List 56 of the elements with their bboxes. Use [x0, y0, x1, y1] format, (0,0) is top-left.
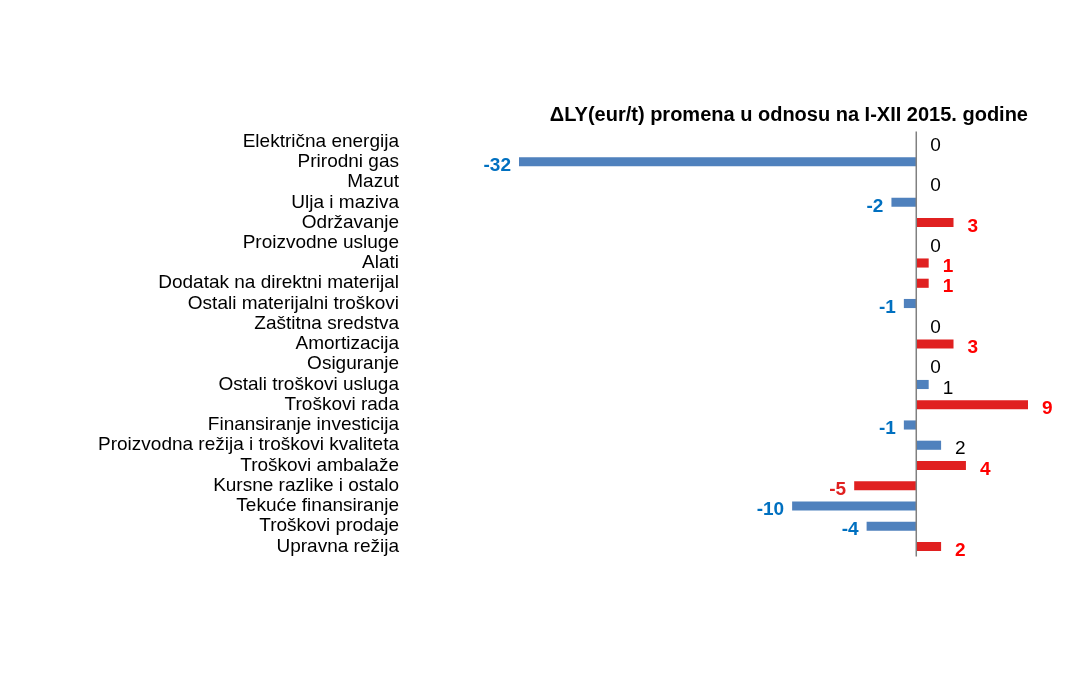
bar [916, 278, 929, 288]
bar [916, 339, 954, 349]
bar [903, 420, 917, 430]
data-label: 9 [1042, 396, 1053, 418]
data-label: 2 [955, 538, 966, 560]
y-tick-label: Kursne razlike i ostalo [213, 473, 399, 495]
bar [854, 481, 917, 491]
y-tick-label: Proizvodne usluge [242, 231, 399, 252]
data-label: -10 [756, 498, 785, 520]
data-label: 1 [942, 376, 954, 398]
data-label: 0 [930, 235, 941, 256]
y-tick-label: Troškovi ambalaže [240, 453, 399, 475]
data-label: 3 [967, 336, 979, 358]
y-tick-label: Osiguranje [307, 352, 399, 374]
bar [891, 197, 917, 207]
bar [519, 157, 917, 167]
y-tick-label: Finansiranje investicija [207, 413, 400, 435]
y-tick-label: Mazut [347, 170, 400, 192]
data-label: 2 [955, 437, 966, 459]
y-tick-label: Dodatak na direktni materijal [158, 271, 399, 293]
bar [916, 460, 966, 471]
y-tick-label: Proizvodna režija i troškovi kvaliteta [98, 433, 400, 455]
data-label: -1 [878, 417, 897, 439]
bar [903, 298, 917, 309]
data-label: -2 [866, 194, 884, 216]
y-tick-label: Tekuće finansiranje [236, 494, 399, 516]
y-tick-label: Električna energija [242, 129, 400, 151]
data-label: 1 [942, 255, 954, 277]
bar [916, 379, 929, 390]
bar [916, 440, 942, 450]
data-label: -32 [483, 154, 511, 176]
y-tick-label: Alati [362, 251, 399, 273]
y-tick-label: Amortizacija [295, 332, 400, 354]
y-tick-label: Ostali troškovi usluga [218, 372, 400, 394]
data-label: 4 [979, 457, 991, 479]
data-label: -5 [829, 477, 847, 499]
data-label: 0 [930, 315, 941, 337]
chart-title: ΔLY(eur/t) promena u odnosu na I-XII 2015. godine [549, 102, 1028, 125]
data-label: -1 [878, 295, 897, 317]
y-tick-label: Prirodni gas [297, 150, 399, 172]
data-label: 0 [930, 174, 941, 196]
y-tick-label: Ostali materijalni troškovi [187, 291, 399, 313]
bar [866, 521, 917, 531]
bar [916, 258, 929, 268]
bar [916, 400, 1028, 410]
data-label: 0 [930, 133, 941, 155]
bar [916, 541, 942, 552]
y-tick-label: Ulja i maziva [291, 190, 400, 212]
y-tick-label: Troškovi prodaje [259, 514, 399, 536]
data-label: 0 [930, 356, 941, 378]
y-tick-label: Upravna režija [276, 534, 400, 556]
data-label: 3 [967, 214, 979, 236]
bar [792, 501, 917, 511]
data-label: -4 [841, 518, 860, 540]
data-label: 1 [942, 275, 954, 297]
bar [916, 217, 954, 228]
